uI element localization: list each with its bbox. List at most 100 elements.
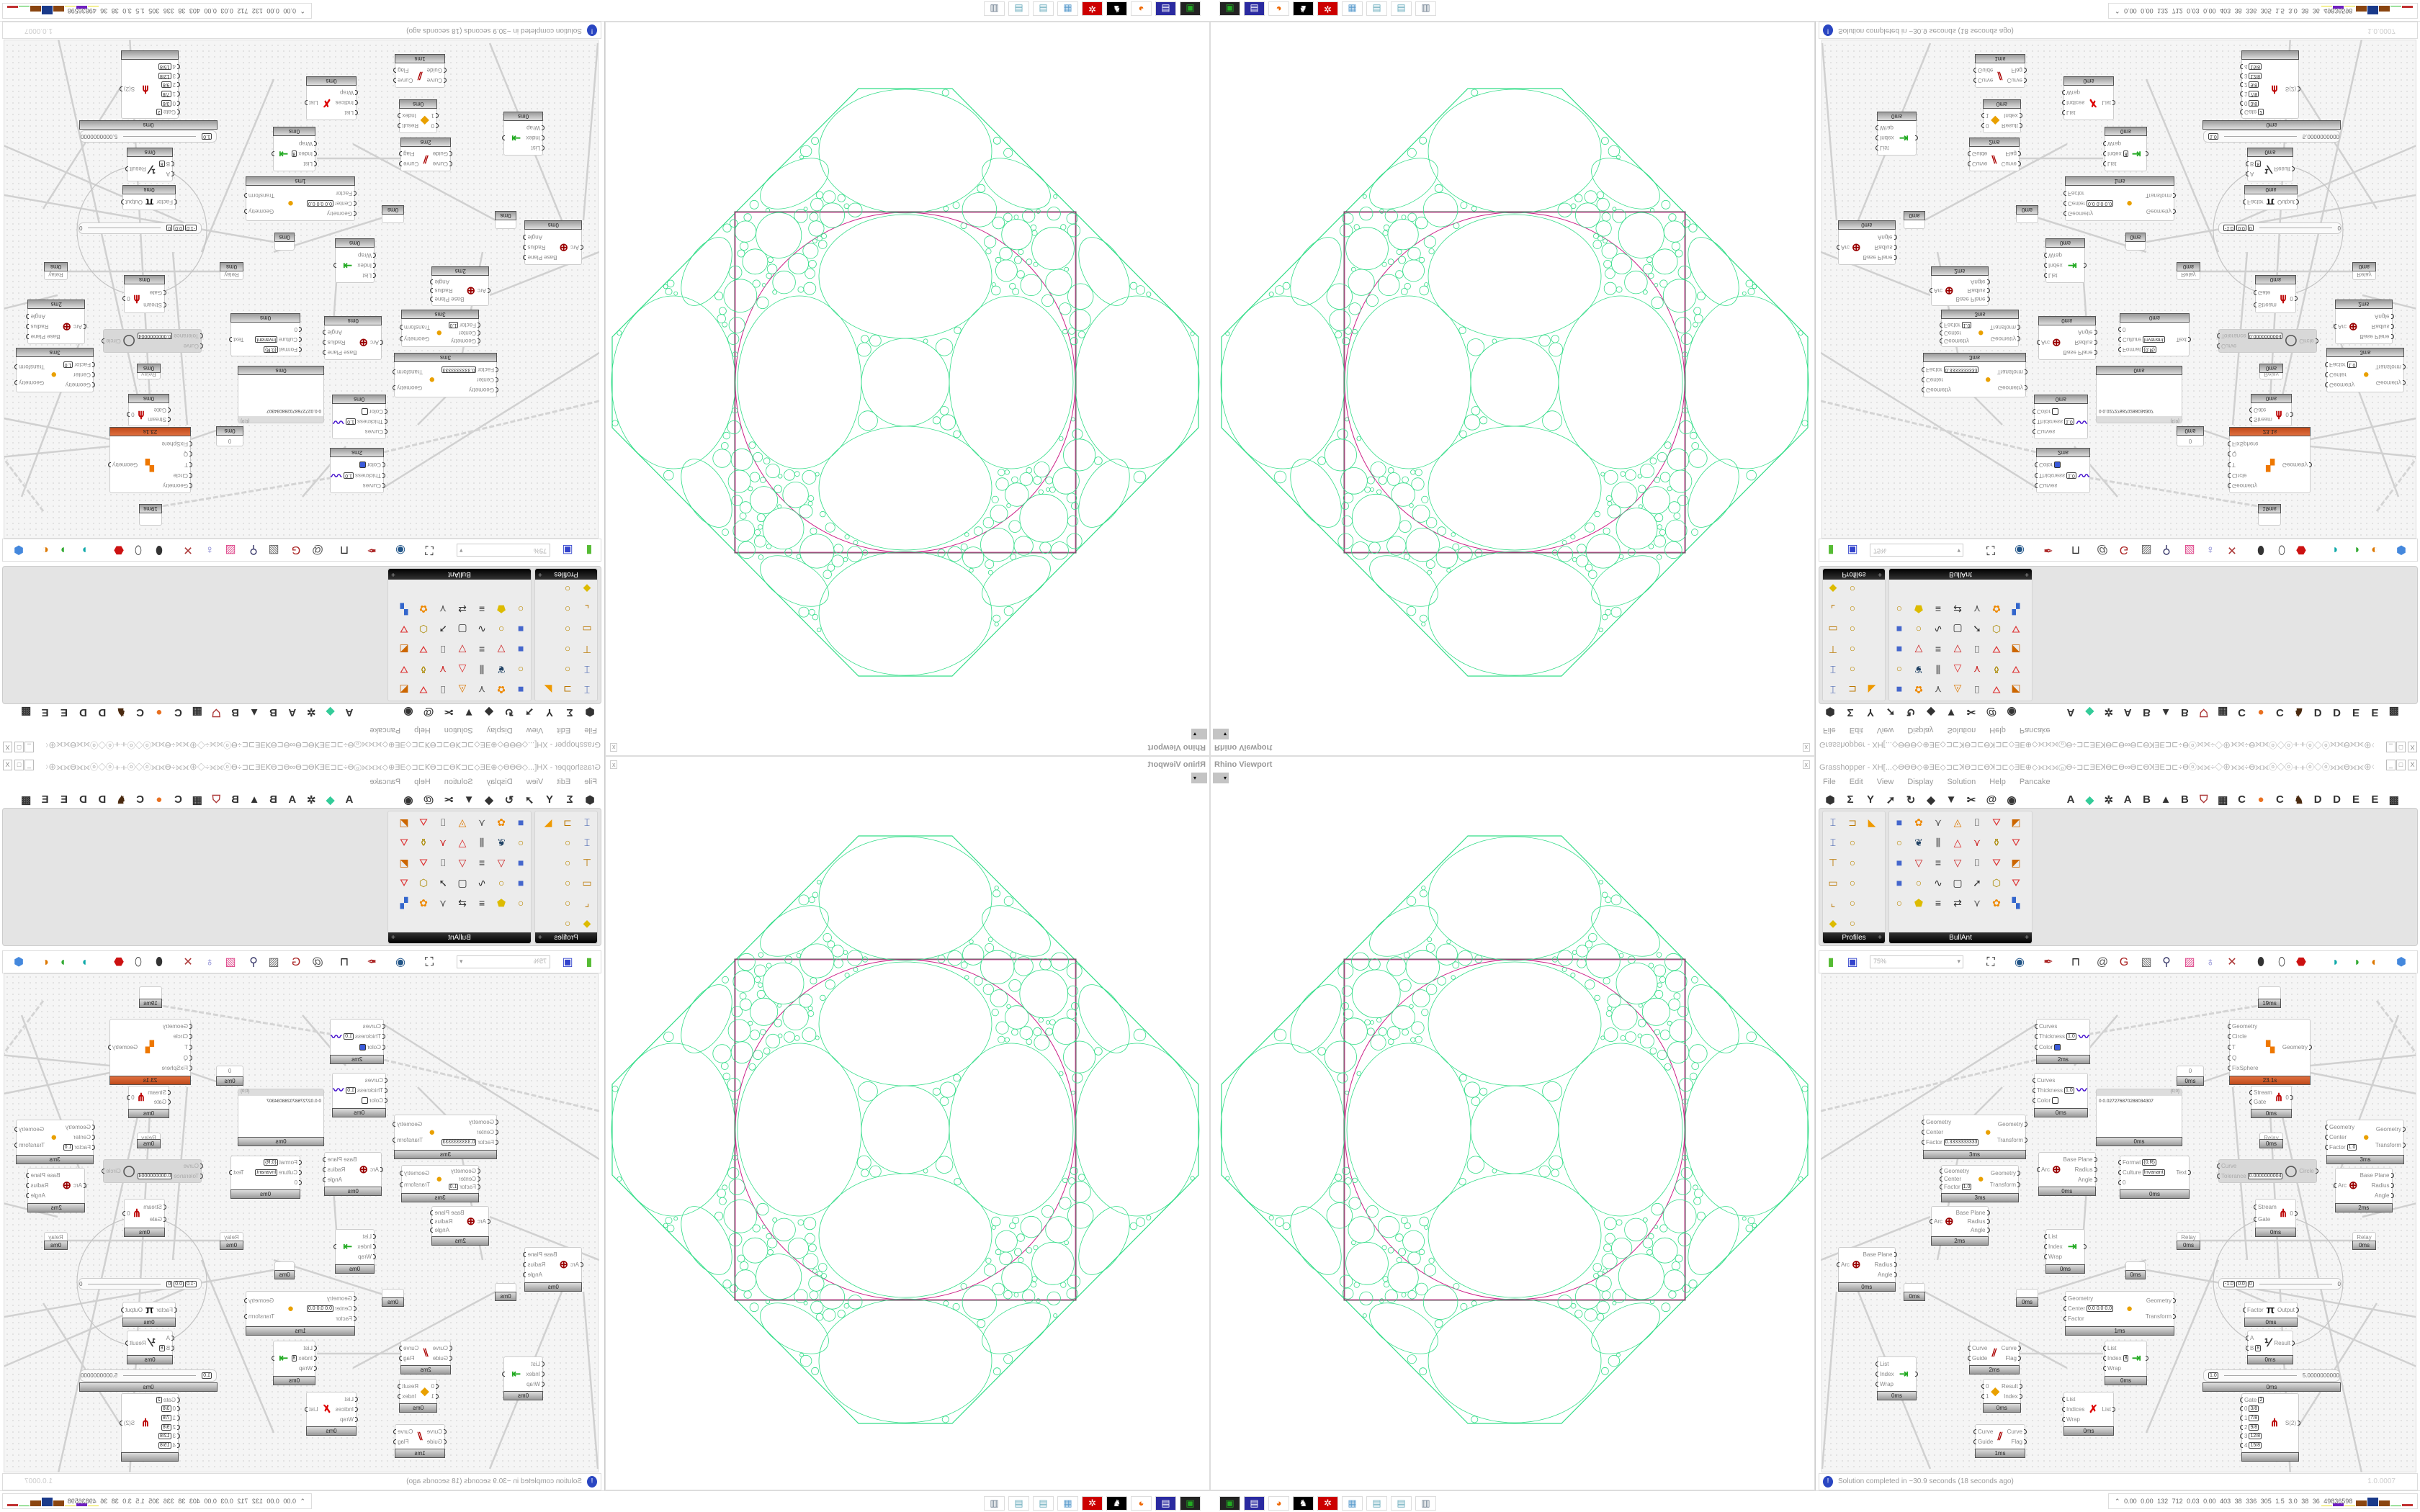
output-connector[interactable] xyxy=(2094,350,2097,356)
component-node[interactable]: Geometry Center Factor 0.3333333333 ● Geometr… xyxy=(393,353,498,397)
input-connector[interactable] xyxy=(449,161,452,167)
input-connector[interactable] xyxy=(478,1169,480,1174)
input-connector[interactable] xyxy=(1981,1383,1984,1389)
input-connector[interactable] xyxy=(1968,161,1971,167)
param-node[interactable]: 0ms xyxy=(495,211,516,229)
leaf-icon[interactable]: ❦ xyxy=(1914,837,1923,848)
lines-icon[interactable]: ≡ xyxy=(478,857,485,868)
component-node[interactable]: List Index Wrap ⇥ 0ms xyxy=(333,238,376,283)
input-value[interactable]: 1.0 xyxy=(63,1144,73,1151)
input-connector[interactable] xyxy=(478,323,480,328)
input-port[interactable]: Geometry xyxy=(2325,381,2354,389)
input-connector[interactable] xyxy=(1981,113,1984,119)
preview-eye-icon[interactable]: ◉ xyxy=(2015,956,2025,968)
color-swatch[interactable] xyxy=(2052,408,2059,415)
input-port[interactable]: Factor 1.0 xyxy=(448,1183,480,1191)
input-connector[interactable] xyxy=(299,327,302,333)
pattern-icon[interactable]: ▩ xyxy=(21,706,32,718)
input-connector[interactable] xyxy=(177,109,180,115)
input-port[interactable]: Geometry xyxy=(2063,1295,2093,1302)
input-value[interactable]: 8 xyxy=(158,1344,165,1351)
green-shape-icon[interactable]: ◗ xyxy=(59,544,66,556)
tri-icon[interactable]: ▽ xyxy=(1914,857,1923,868)
menu-view[interactable]: View xyxy=(1876,778,1894,786)
output-port[interactable]: Geometry xyxy=(400,335,429,343)
transform-swirl-icon[interactable]: @ xyxy=(423,793,434,806)
input-port[interactable]: 0 3/8 xyxy=(161,1405,180,1413)
input-port[interactable]: Index 8 xyxy=(2103,150,2129,158)
input-value[interactable]: 7/8 xyxy=(161,90,171,97)
input-connector[interactable] xyxy=(1981,1393,1984,1399)
input-connector[interactable] xyxy=(177,1424,180,1430)
wedge-icon[interactable]: ◩ xyxy=(399,644,409,655)
component-node[interactable]: A B 8 ⅟ Result 0ms xyxy=(125,148,174,181)
output-connector[interactable] xyxy=(2084,263,2087,268)
input-port[interactable]: List xyxy=(2044,271,2057,279)
component-node[interactable]: Arc ⊕ Base Plane Radius Angle 2ms xyxy=(1930,1206,1990,1246)
component-node[interactable]: List Index Wrap ⇥ 0ms xyxy=(333,1229,376,1274)
tab-b[interactable]: B xyxy=(2143,793,2151,806)
red-gem-icon[interactable]: ⬣ xyxy=(114,544,124,556)
input-port[interactable]: Center xyxy=(2325,1133,2347,1141)
input-value[interactable]: 9/8 xyxy=(161,1423,171,1431)
output-port[interactable]: Transform xyxy=(2146,192,2176,199)
output-port[interactable]: Base Plane xyxy=(26,1171,60,1179)
input-connector[interactable] xyxy=(382,1023,385,1029)
input-connector[interactable] xyxy=(92,1124,95,1130)
cog-icon[interactable]: ✲ xyxy=(306,706,316,718)
output-port[interactable]: Radius xyxy=(323,339,345,347)
flange-icon[interactable]: ◣ xyxy=(1868,684,1876,696)
teal-shape-icon[interactable]: ◗ xyxy=(2332,544,2339,556)
output-connector[interactable] xyxy=(323,1156,326,1162)
output-port[interactable] xyxy=(272,150,276,158)
param-node[interactable]: 0 0ms xyxy=(216,1066,243,1086)
output-connector[interactable] xyxy=(502,135,505,141)
input-connector[interactable] xyxy=(1876,145,1878,151)
input-connector[interactable] xyxy=(1876,1381,1878,1387)
output-port[interactable]: Geometry xyxy=(1998,384,2027,392)
box-icon[interactable]: ▢ xyxy=(457,624,467,635)
component-node[interactable]: Geometry Circle T Q FixSphere ▚ Geometry 23.1s xyxy=(2228,427,2312,493)
input-connector[interactable] xyxy=(1968,1355,1971,1361)
output-connector[interactable] xyxy=(523,245,526,251)
input-port[interactable]: Factor 1.0 xyxy=(448,321,480,329)
ring-icon[interactable]: ○ xyxy=(517,603,524,615)
input-connector[interactable] xyxy=(436,1393,439,1399)
input-connector[interactable] xyxy=(2217,343,2220,348)
input-connector[interactable] xyxy=(2228,441,2231,446)
shield-icon[interactable]: ⛉ xyxy=(212,706,220,719)
canvas-icon[interactable]: ▧ xyxy=(2141,544,2152,556)
input-port[interactable]: Gate xyxy=(2249,1098,2266,1106)
input-port[interactable]: Format {0;R} xyxy=(264,1158,302,1166)
intersect-scissors-icon[interactable]: ✂ xyxy=(1966,706,1976,718)
input-port[interactable]: 1 7/8 xyxy=(2240,90,2259,98)
input-connector[interactable] xyxy=(189,1023,192,1029)
input-connector[interactable] xyxy=(174,1307,177,1313)
input-port[interactable]: Curve xyxy=(427,1428,447,1436)
rhino-viewport[interactable]: Rhino Viewport x ▾ xyxy=(1210,756,1815,1490)
comb-icon[interactable]: ⫼ xyxy=(1935,837,1941,848)
output-connector[interactable] xyxy=(2188,337,2191,342)
input-port[interactable]: Q xyxy=(2228,1054,2236,1062)
wireframe-icon[interactable]: ⬯ xyxy=(134,544,143,556)
input-connector[interactable] xyxy=(1940,1184,1942,1189)
output-port[interactable]: List xyxy=(305,99,318,107)
box-icon[interactable]: ▢ xyxy=(1953,624,1963,635)
input-port[interactable]: Index xyxy=(2044,1243,2063,1251)
output-port[interactable]: 0 xyxy=(2290,1210,2298,1218)
ring-icon[interactable]: ○ xyxy=(1896,897,1903,909)
fork-icon[interactable]: ⋎ xyxy=(478,816,486,828)
param-node[interactable]: Relay 0ms xyxy=(2177,1232,2200,1250)
input-connector[interactable] xyxy=(1981,123,1984,129)
input-connector[interactable] xyxy=(177,82,180,88)
color-swatch[interactable] xyxy=(361,408,368,415)
surface-blob-icon[interactable]: ◆ xyxy=(1927,794,1935,806)
tri-icon[interactable]: ▽ xyxy=(497,857,506,868)
component-node[interactable]: Arc ⊕ Base Plane Radius Angle 0ms xyxy=(2037,316,2097,360)
input-port[interactable]: Arc xyxy=(1930,1218,1942,1225)
menu-solution[interactable]: Solution xyxy=(1947,778,1976,786)
tab-c[interactable]: C xyxy=(174,706,182,719)
output-port[interactable] xyxy=(2144,1354,2148,1362)
input-port[interactable]: Factor 0.3333333333 xyxy=(1922,366,1979,374)
output-port[interactable] xyxy=(2144,150,2148,158)
